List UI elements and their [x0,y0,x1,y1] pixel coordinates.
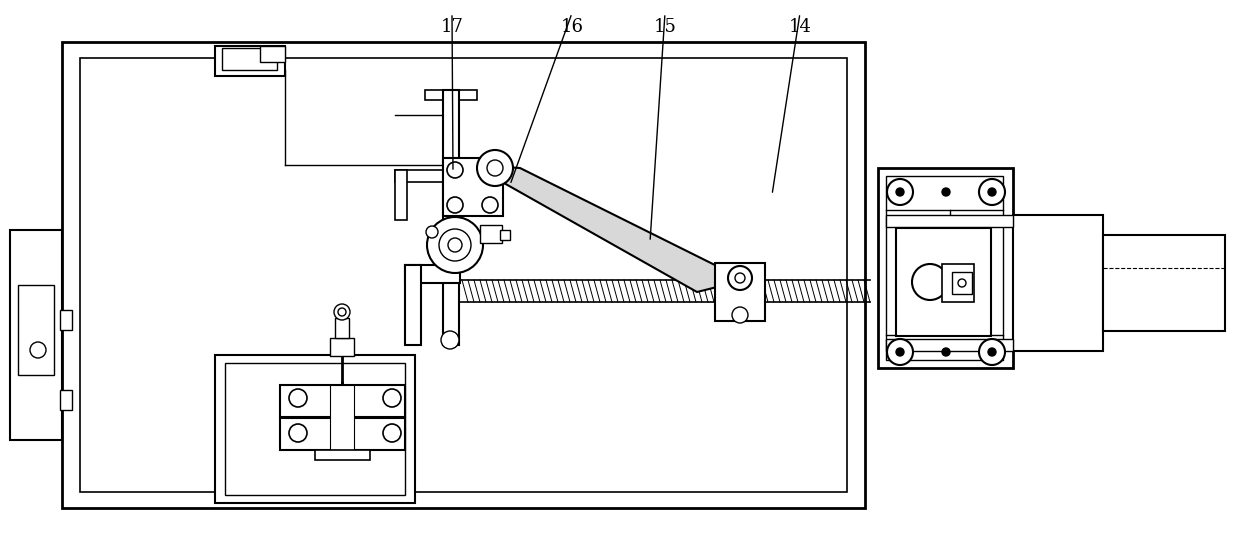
Bar [1013,215,1104,351]
Circle shape [446,197,463,213]
Circle shape [427,226,438,238]
Text: 17: 17 [440,18,464,36]
Bar [396,170,407,220]
Circle shape [897,348,904,356]
Bar [10,230,62,440]
Text: 16: 16 [560,18,584,36]
Circle shape [911,264,949,300]
Circle shape [482,162,498,178]
Bar [942,264,973,302]
Bar [887,339,1013,351]
Bar [60,310,72,330]
Bar [224,363,405,495]
Circle shape [383,424,401,442]
Bar [215,46,285,76]
Circle shape [448,238,463,252]
Circle shape [477,150,513,186]
Circle shape [339,308,346,316]
Circle shape [334,304,350,320]
Bar [62,42,866,508]
Circle shape [289,389,308,407]
Circle shape [728,266,751,290]
Bar [887,176,1003,360]
Circle shape [942,188,950,196]
Circle shape [897,188,904,196]
Circle shape [732,307,748,323]
Circle shape [887,339,913,365]
Text: 14: 14 [789,18,811,36]
Circle shape [942,348,950,356]
Circle shape [988,188,996,196]
Bar [715,263,765,321]
Bar [480,225,502,243]
Bar [330,338,353,356]
Circle shape [887,179,913,205]
Circle shape [289,424,308,442]
Circle shape [980,179,1004,205]
Bar [222,48,277,70]
Circle shape [446,162,463,178]
Bar [443,90,459,345]
Bar [81,58,847,492]
Circle shape [959,279,966,287]
Circle shape [441,331,459,349]
Bar [443,158,503,216]
Bar [500,230,510,240]
Bar [60,390,72,410]
Bar [335,318,348,338]
Circle shape [735,273,745,283]
Bar [878,168,1013,368]
Bar [405,265,460,283]
Bar [1104,235,1225,331]
Bar [280,418,405,450]
Circle shape [427,217,484,273]
Circle shape [30,342,46,358]
Circle shape [988,348,996,356]
Bar [330,385,353,450]
Bar [215,355,415,503]
Circle shape [487,160,503,176]
Circle shape [439,229,471,261]
Bar [396,170,443,182]
Circle shape [482,197,498,213]
Circle shape [383,389,401,407]
Bar [897,228,991,336]
Bar [260,46,285,62]
Polygon shape [472,165,745,292]
Bar [315,450,370,460]
Bar [425,90,477,100]
Bar [19,285,55,375]
Circle shape [980,339,1004,365]
Bar [952,272,972,294]
Bar [405,265,422,345]
Bar [280,385,405,417]
Bar [887,215,1013,227]
Text: 15: 15 [653,18,677,36]
